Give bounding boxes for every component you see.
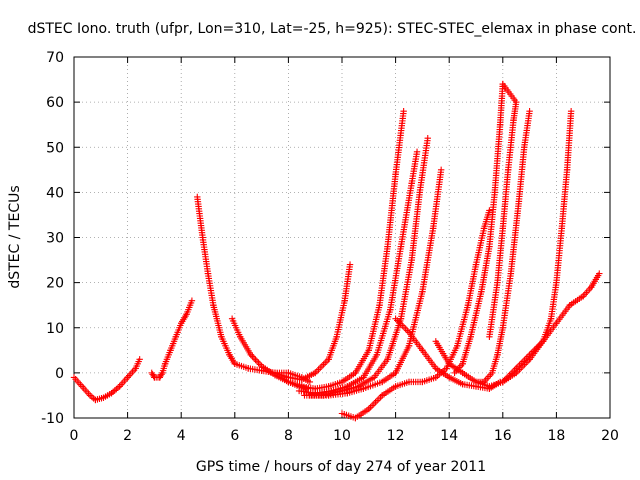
axis-ticks — [73, 56, 611, 419]
y-tick-label: 20 — [46, 276, 64, 292]
data-point — [136, 356, 143, 363]
data-point — [346, 261, 354, 268]
y-axis-label: dSTEC / TECUs — [7, 185, 23, 288]
grid — [74, 57, 610, 418]
y-tick-labels: -10 0 10 20 30 40 50 60 70 — [41, 50, 64, 427]
x-tick-label: 18 — [547, 428, 565, 444]
x-tick-label: 4 — [177, 428, 186, 444]
data-point — [250, 354, 258, 362]
y-tick-label: 40 — [46, 185, 64, 201]
data-point — [413, 148, 421, 155]
x-tick-label: 14 — [440, 428, 458, 444]
x-tick-label: 12 — [387, 428, 405, 444]
series-arc-13 — [451, 80, 520, 377]
series-arc-8 — [301, 135, 431, 399]
data-point — [188, 297, 196, 304]
y-tick-label: 70 — [46, 50, 64, 66]
series-arc-7 — [295, 148, 421, 397]
series-arc-12 — [432, 107, 533, 386]
data-point — [306, 378, 314, 386]
x-tick-label: 10 — [333, 428, 351, 444]
x-tick-label: 0 — [70, 428, 79, 444]
data-point — [451, 369, 458, 377]
x-tick-label: 6 — [230, 428, 239, 444]
y-tick-label: 50 — [46, 140, 64, 156]
data-point — [158, 371, 165, 378]
y-tick-label: 60 — [46, 95, 64, 111]
series-arc-5 — [271, 261, 354, 383]
data-point — [596, 270, 603, 277]
chart-title: dSTEC Iono. truth (ufpr, Lon=310, Lat=-2… — [28, 21, 637, 37]
series-arc-6 — [285, 107, 407, 392]
series-arc-1 — [70, 356, 143, 404]
x-tick-label: 8 — [284, 428, 293, 444]
y-tick-label: -10 — [41, 411, 64, 427]
data-point — [567, 107, 575, 115]
series-arc-15 — [499, 270, 603, 386]
data-point — [437, 166, 445, 174]
data-points — [70, 80, 603, 422]
y-tick-label: 10 — [46, 321, 64, 337]
data-point — [486, 207, 493, 214]
x-tick-label: 20 — [601, 428, 619, 444]
x-axis-label: GPS time / hours of day 274 of year 2011 — [196, 459, 486, 475]
y-tick-label: 30 — [46, 231, 64, 247]
data-point — [424, 135, 431, 142]
x-tick-labels: 0 2 4 6 8 10 12 14 16 18 20 — [70, 428, 619, 444]
series-arc-4 — [228, 315, 311, 392]
data-point — [253, 358, 261, 365]
y-tick-label: 0 — [55, 366, 64, 382]
x-tick-label: 2 — [123, 428, 132, 444]
series-arc-10 — [338, 207, 493, 422]
data-point — [526, 107, 533, 115]
x-tick-label: 16 — [494, 428, 512, 444]
series-arc-9 — [306, 166, 445, 399]
data-point — [252, 356, 259, 363]
data-point — [400, 107, 407, 115]
data-point — [255, 359, 262, 367]
series-arc-2 — [148, 297, 196, 381]
data-point — [256, 361, 264, 368]
